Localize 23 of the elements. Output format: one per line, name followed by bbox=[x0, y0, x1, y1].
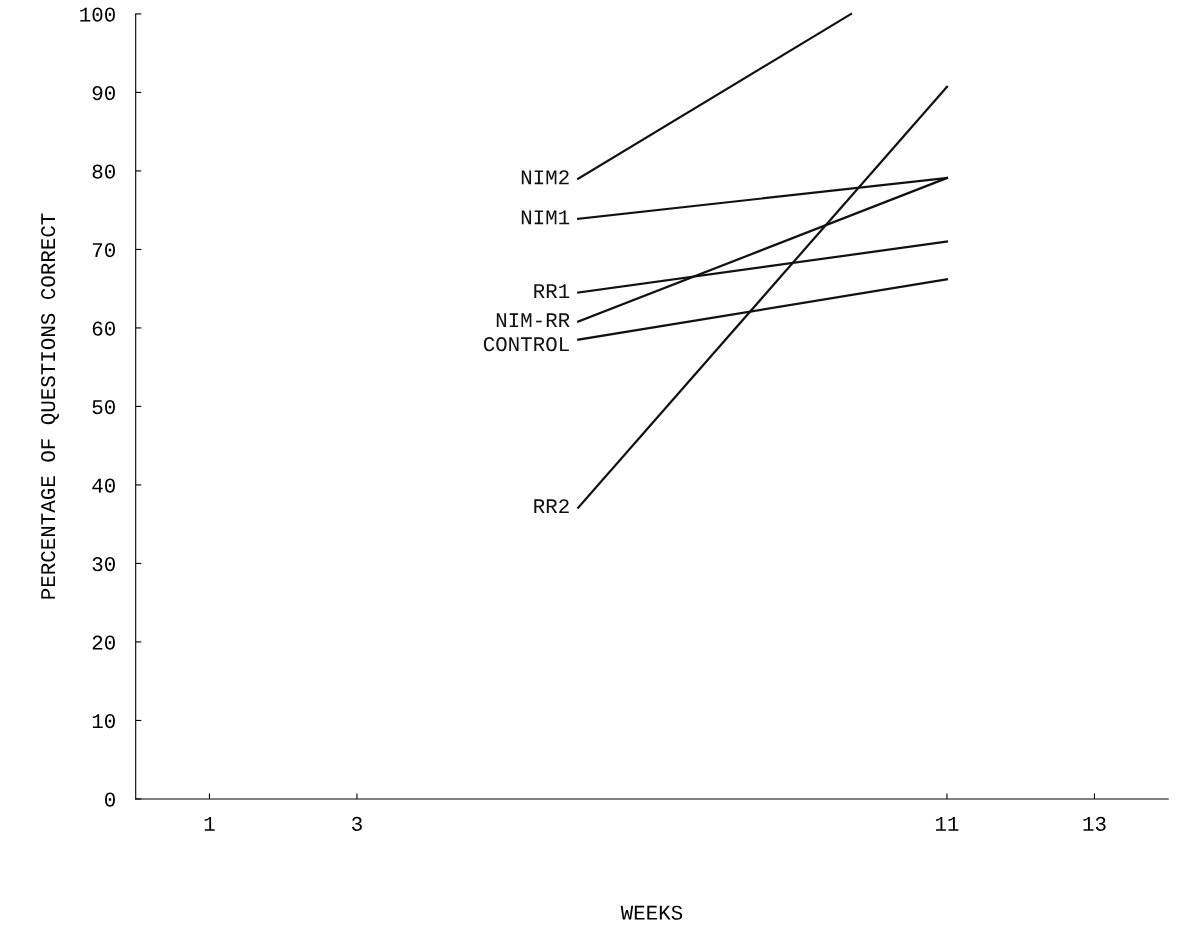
x-tick-label: 3 bbox=[352, 816, 362, 831]
y-tick-label: 0 bbox=[105, 792, 115, 807]
x-tick-label: 1 bbox=[204, 816, 215, 831]
series-label: CONTROL bbox=[483, 337, 569, 352]
y-tick-label: 70 bbox=[92, 243, 115, 258]
series-label: RR1 bbox=[534, 284, 570, 298]
y-tick-label: 20 bbox=[92, 635, 115, 650]
y-tick-label: 80 bbox=[92, 164, 115, 179]
y-axis-title: PERCENTAGE OF QUESTIONS CORRECT bbox=[41, 213, 59, 599]
y-tick-label: 100 bbox=[80, 7, 115, 22]
x-axis-title: WEEKS bbox=[620, 905, 683, 920]
y-tick-label: 10 bbox=[92, 714, 115, 729]
x-tick-label: 11 bbox=[935, 816, 959, 831]
y-tick-label: 40 bbox=[92, 478, 115, 493]
series-label: RR2 bbox=[534, 499, 569, 514]
series-label: NIM-RR bbox=[496, 313, 570, 328]
y-tick-label: 90 bbox=[92, 86, 115, 101]
y-tick-label: 60 bbox=[92, 321, 115, 336]
y-tick-label: 30 bbox=[92, 557, 115, 572]
series-label: NIM1 bbox=[521, 210, 570, 225]
y-tick-label: 50 bbox=[92, 400, 115, 415]
series-label: NIM2 bbox=[521, 170, 569, 185]
x-tick-label: 13 bbox=[1083, 816, 1106, 831]
